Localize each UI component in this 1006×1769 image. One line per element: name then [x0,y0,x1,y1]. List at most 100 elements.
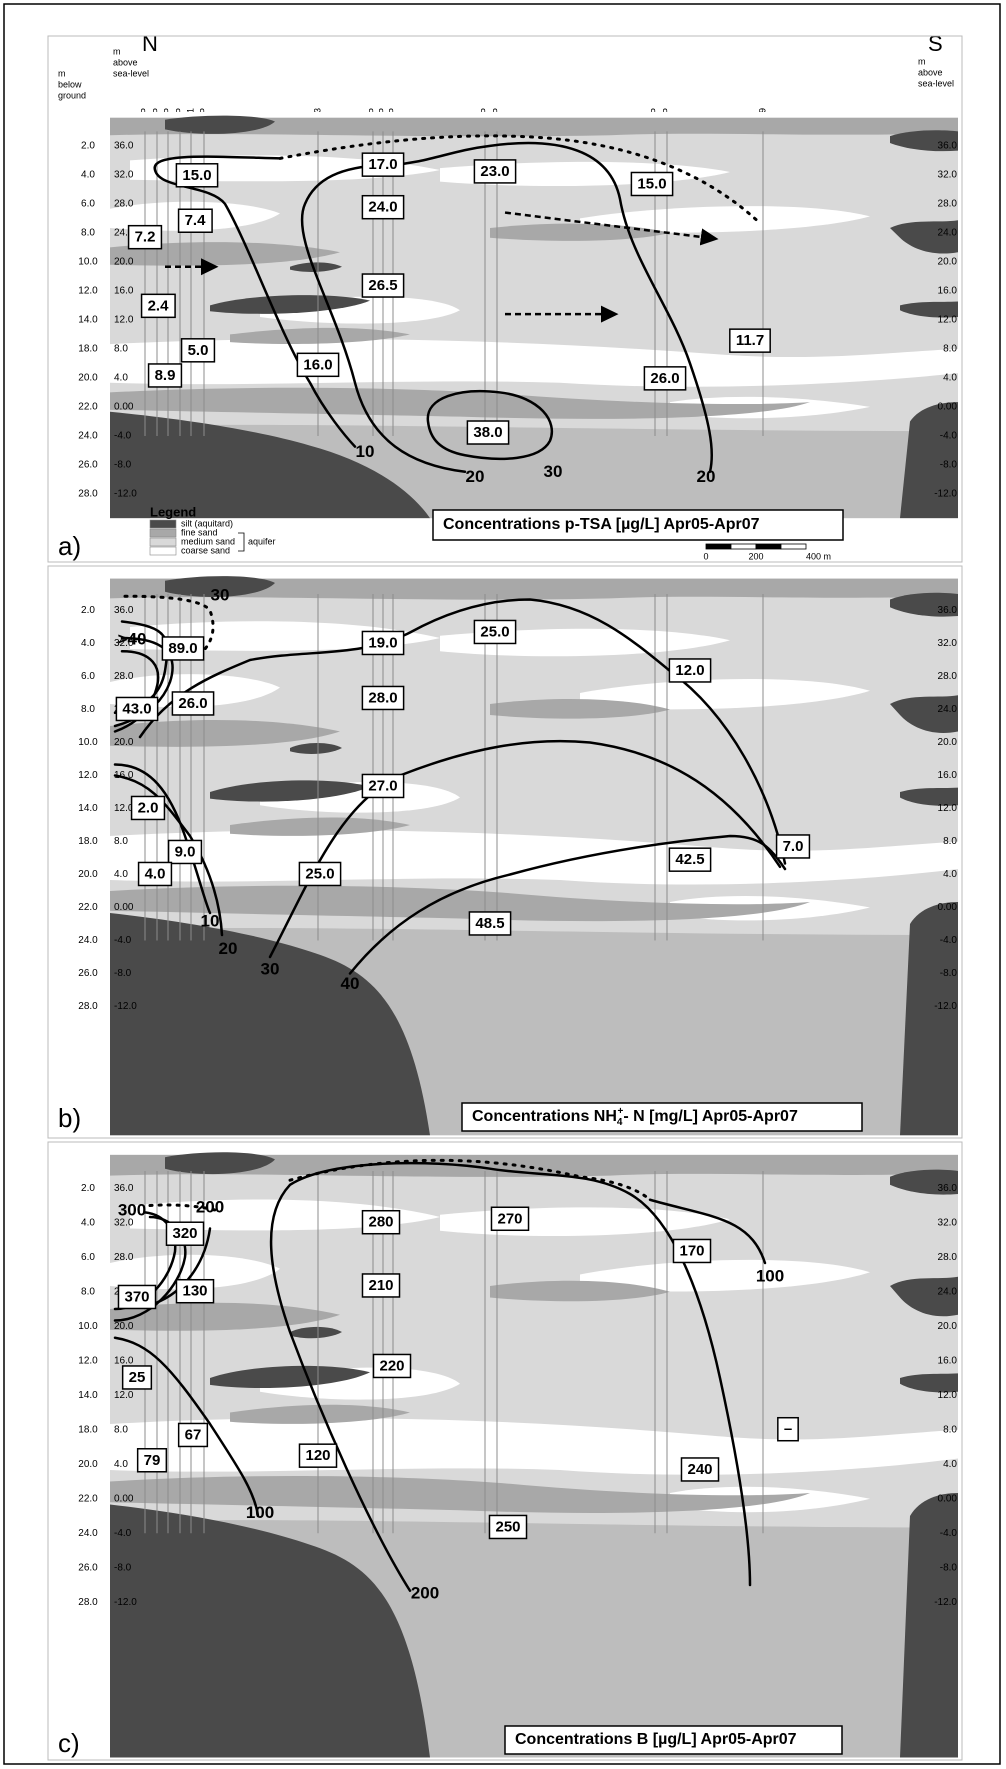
value-label: 210 [368,1277,393,1294]
depth-tick-label: 6.0 [81,671,95,682]
value-label: 2.0 [138,799,159,816]
elevation-axis-label: m [918,56,926,66]
elevation-tick-label: -4.0 [940,1528,958,1539]
depth-axis-label: below [58,79,82,89]
panel-label: c) [58,1728,80,1758]
depth-tick-label: 26.0 [78,968,98,979]
elevation-tick-label: 8.0 [943,1424,957,1435]
depth-tick-label: 2.0 [81,140,95,151]
elevation-tick-label: 12.0 [114,315,134,326]
north-label: N [142,31,158,56]
legend-group: aquifer [248,536,276,546]
legend-item: coarse sand [181,545,230,555]
value-label: 17.0 [368,156,397,173]
elevation-tick-label: 4.0 [114,373,128,384]
elevation-tick-label: 36.0 [938,605,958,616]
elevation-tick-label: 4.0 [943,869,957,880]
contour-label: 30 [211,586,230,605]
depth-tick-label: 24.0 [78,935,98,946]
elevation-tick-label: -12.0 [114,1597,137,1608]
elevation-tick-label: -4.0 [114,935,132,946]
caption: Concentrations p-TSA [µg/L] Apr05-Apr07 [443,516,760,533]
elevation-tick-label: 20.0 [114,257,134,268]
value-label: 130 [182,1283,207,1300]
elevation-tick-label: 20.0 [114,1321,134,1332]
elevation-tick-label: -4.0 [114,1528,132,1539]
elevation-tick-label: 24.0 [938,228,958,239]
value-label: 240 [687,1461,712,1478]
value-label: 7.2 [135,229,156,246]
caption: Concentrations NH4+- N [mg/L] Apr05-Apr0… [472,1106,798,1128]
elevation-tick-label: 28.0 [114,199,134,210]
elevation-tick-label: -4.0 [114,431,132,442]
elevation-axis-label: sea-level [918,78,954,88]
value-label: 2.4 [148,297,170,314]
scale-bar [756,544,781,549]
caption-part: Concentrations B [µg/L] Apr05-Apr07 [515,1731,797,1748]
elevation-tick-label: -8.0 [114,968,132,979]
value-label: 43.0 [122,700,151,717]
scale-bar [706,544,731,549]
value-label: 26.0 [178,695,207,712]
scale-label: 400 m [806,551,831,561]
value-label: 120 [305,1447,330,1464]
contour-label: 30 [544,462,563,481]
depth-tick-label: 4.0 [81,1217,95,1228]
value-label: 38.0 [473,424,502,441]
depth-tick-label: 20.0 [78,869,98,880]
elevation-tick-label: 0.00 [938,1493,958,1504]
depth-tick-label: 14.0 [78,315,98,326]
elevation-tick-label: 4.0 [943,1459,957,1470]
value-label: 28.0 [368,689,397,706]
page: {"header": {"north": "N", "south": "S", … [0,0,1006,1769]
elevation-tick-label: -12.0 [114,489,137,500]
elevation-tick-label: 12.0 [938,803,958,814]
elevation-tick-label: 32.0 [114,169,134,180]
elevation-tick-label: -8.0 [114,1562,132,1573]
elevation-tick-label: 16.0 [938,770,958,781]
value-label: 25.0 [480,623,509,640]
elevation-tick-label: 0.00 [114,402,134,413]
depth-tick-label: 26.0 [78,1562,98,1573]
elevation-tick-label: 20.0 [938,1321,958,1332]
depth-tick-label: 2.0 [81,1183,95,1194]
elevation-tick-label: 32.0 [938,169,958,180]
contour-label: 20 [219,939,238,958]
value-label: 9.0 [175,843,196,860]
value-label: 24.0 [368,199,397,216]
depth-tick-label: 12.0 [78,770,98,781]
elevation-axis-label: m [113,46,121,56]
depth-tick-label: 10.0 [78,257,98,268]
value-label: 5.0 [188,342,209,359]
elevation-tick-label: -8.0 [940,1562,958,1573]
value-label: 23.0 [480,163,509,180]
value-label: 12.0 [675,662,704,679]
panel-label: a) [58,531,81,561]
elevation-tick-label: 36.0 [114,140,134,151]
value-label: 25.0 [305,865,334,882]
depth-tick-label: 24.0 [78,1528,98,1539]
scale-label: 0 [703,551,708,561]
elevation-tick-label: 12.0 [114,1390,134,1401]
scale-bar [781,544,806,549]
elevation-axis-label: sea-level [113,68,149,78]
value-label: 320 [172,1225,197,1242]
elevation-tick-label: 20.0 [938,257,958,268]
depth-axis-label: ground [58,90,86,100]
depth-tick-label: 22.0 [78,1493,98,1504]
elevation-tick-label: 0.00 [114,1493,134,1504]
contour-label: 200 [411,1584,439,1603]
elevation-tick-label: 28.0 [114,671,134,682]
elevation-tick-label: 8.0 [943,836,957,847]
elevation-tick-label: -8.0 [940,968,958,979]
elevation-tick-label: 16.0 [938,286,958,297]
depth-tick-label: 10.0 [78,1321,98,1332]
legend-swatch [150,547,176,555]
elevation-axis-label: above [918,67,943,77]
elevation-tick-label: 0.00 [938,402,958,413]
elevation-tick-label: 28.0 [114,1252,134,1263]
elevation-tick-label: -12.0 [934,1597,957,1608]
contour-label: 40 [341,974,360,993]
caption-part: Concentrations p-TSA [µg/L] Apr05-Apr07 [443,516,760,533]
depth-tick-label: 28.0 [78,489,98,500]
